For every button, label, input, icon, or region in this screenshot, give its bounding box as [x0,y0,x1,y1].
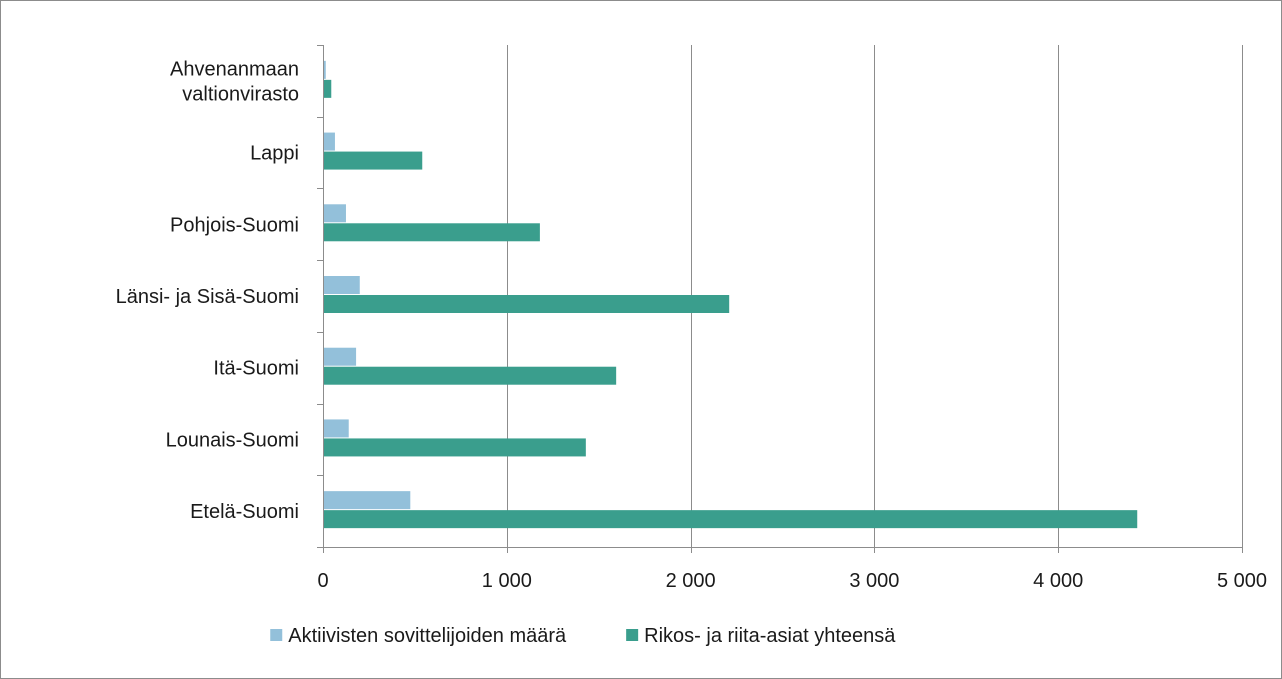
bar-s2-c6 [323,438,586,457]
category-label-2: Lappi [250,143,299,165]
x-tick-label-4: 4 000 [1033,570,1083,592]
category-label-3: Pohjois-Suomi [170,214,299,236]
category-label-6: Lounais-Suomi [166,429,299,451]
legend-label-2: Rikos- ja riita-asiat yhteensä [644,625,896,647]
category-label-1-line-2: valtionvirasto [182,83,299,105]
tick-labels: 0 1 000 2 000 3 000 4 000 5 000 [317,570,1267,592]
bar-s2-c1 [323,79,332,98]
bar-s1-c6 [323,419,349,438]
legend-swatch-2 [626,629,639,641]
x-tick-label-0: 0 [317,570,328,592]
category-label-5: Itä-Suomi [213,358,299,380]
bar-s2-c5 [323,366,617,385]
bar-s1-c5 [323,347,357,366]
x-tick-label-1: 1 000 [482,570,532,592]
bar-s1-c7 [323,491,411,510]
x-tick-label-5: 5 000 [1217,570,1267,592]
legend: Aktiivisten sovittelijoiden määrä Rikos- … [270,625,896,647]
bar-s2-c3 [323,223,540,242]
category-label-4: Länsi- ja Sisä-Suomi [116,286,299,308]
x-tick-label-2: 2 000 [666,570,716,592]
bar-s1-c1 [323,60,326,79]
category-label-1-line-1: Ahvenanmaan [170,58,299,80]
bar-s1-c4 [323,276,360,294]
bar-s1-c2 [323,132,335,151]
bar-s2-c7 [323,510,1138,529]
axes [317,45,1243,553]
category-label-7: Etelä-Suomi [190,501,299,523]
legend-swatch-1 [270,629,283,641]
legend-label-1: Aktiivisten sovittelijoiden määrä [288,625,567,647]
category-labels: Ahvenanmaan valtionvirasto Lappi Pohjois-Su… [116,58,299,523]
x-tick-label-3: 3 000 [849,570,899,592]
bar-s2-c2 [323,151,423,170]
bars [323,60,1138,529]
bar-s1-c3 [323,204,346,223]
gridlines [507,45,1243,547]
bar-s2-c4 [323,295,730,313]
